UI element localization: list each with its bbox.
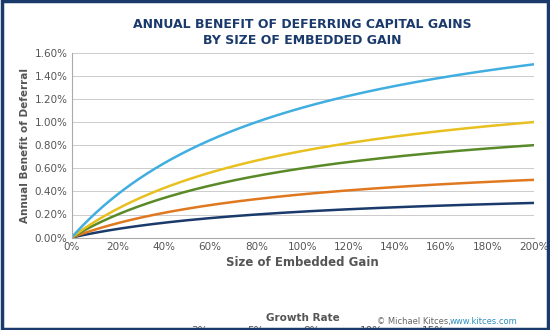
3% (447, 203, 454, 207)
8% (290, 168, 297, 172)
Line: 3%: 3% (72, 203, 534, 238)
8% (318, 164, 325, 168)
10% (290, 151, 297, 155)
3% (343, 207, 350, 211)
15% (343, 94, 350, 98)
Y-axis label: Annual Benefit of Deferral: Annual Benefit of Deferral (20, 68, 30, 223)
3% (68, 236, 75, 240)
15% (290, 108, 297, 112)
Line: 8%: 8% (72, 145, 534, 238)
5% (290, 193, 297, 197)
3% (288, 210, 294, 214)
X-axis label: Size of Embedded Gain: Size of Embedded Gain (226, 256, 379, 269)
Text: www.kitces.com: www.kitces.com (449, 317, 517, 326)
5% (447, 182, 454, 186)
Line: 10%: 10% (72, 122, 534, 238)
Line: 15%: 15% (72, 64, 534, 238)
8% (519, 144, 526, 148)
15% (68, 236, 75, 240)
10% (447, 128, 454, 132)
Legend: 3%, 5%, 8%, 10%, 15%: 3%, 5%, 8%, 10%, 15% (160, 313, 445, 330)
3% (519, 201, 526, 205)
10% (519, 121, 526, 125)
8% (447, 149, 454, 153)
8% (530, 143, 537, 147)
5% (343, 188, 350, 192)
5% (530, 178, 537, 182)
3% (290, 210, 297, 214)
15% (318, 101, 325, 105)
Text: © Michael Kitces,: © Michael Kitces, (377, 317, 450, 326)
5% (318, 191, 325, 195)
Line: 5%: 5% (72, 180, 534, 238)
5% (288, 193, 294, 197)
3% (318, 209, 325, 213)
10% (343, 142, 350, 146)
5% (68, 236, 75, 240)
10% (68, 236, 75, 240)
5% (519, 178, 526, 182)
8% (343, 160, 350, 164)
Title: ANNUAL BENEFIT OF DEFERRING CAPITAL GAINS
BY SIZE OF EMBEDDED GAIN: ANNUAL BENEFIT OF DEFERRING CAPITAL GAIN… (133, 18, 472, 48)
8% (68, 236, 75, 240)
15% (519, 64, 526, 68)
10% (318, 146, 325, 149)
15% (530, 62, 537, 66)
15% (288, 109, 294, 113)
8% (288, 168, 294, 172)
15% (447, 74, 454, 78)
10% (530, 120, 537, 124)
10% (288, 151, 294, 155)
3% (530, 201, 537, 205)
